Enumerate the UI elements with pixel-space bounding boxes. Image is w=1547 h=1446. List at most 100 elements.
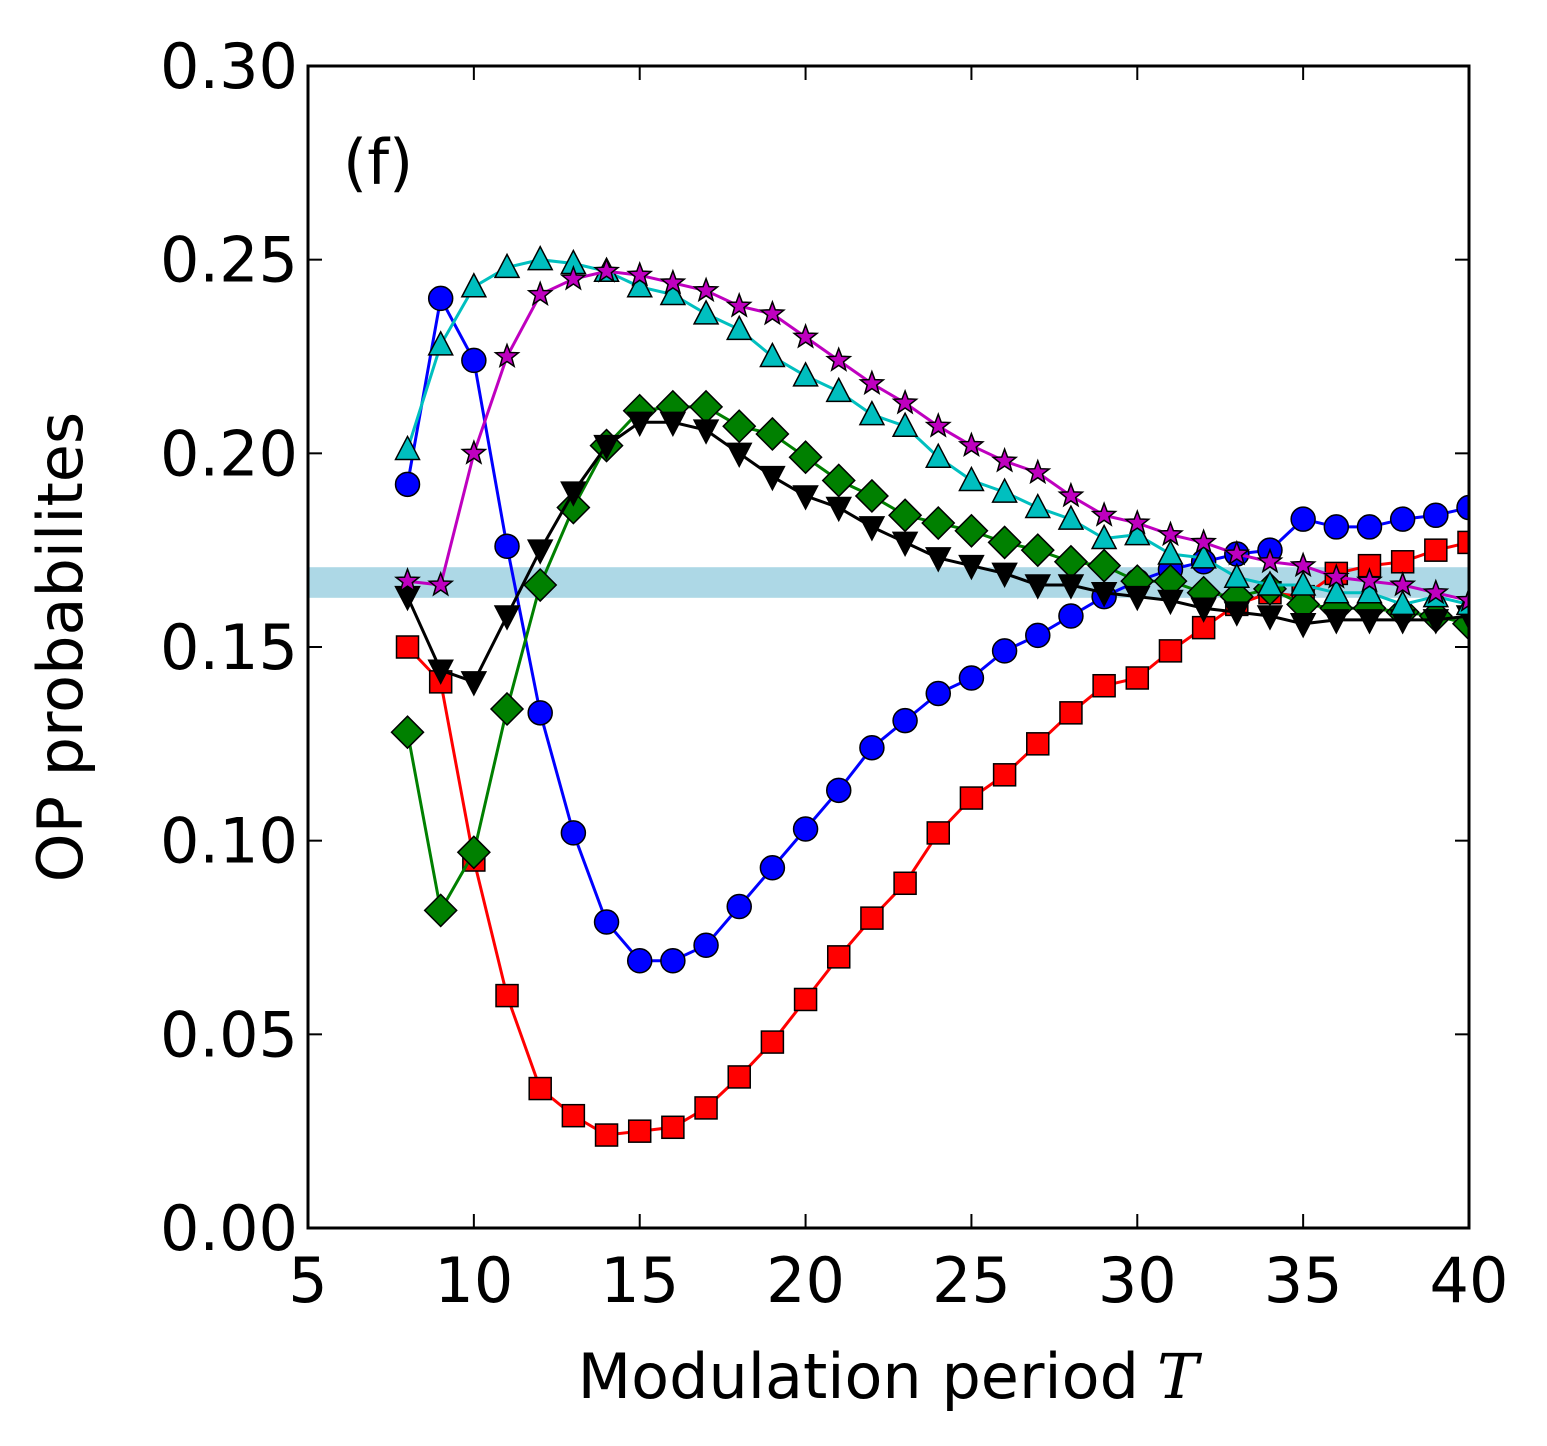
data-point-green-diamonds — [821, 463, 856, 498]
data-point-black-triangles-down — [725, 442, 753, 468]
data-point-blue-circles — [394, 471, 421, 498]
data-point-blue-circles — [626, 947, 653, 974]
data-point-blue-circles — [1423, 502, 1449, 529]
data-point-cyan-triangles-up — [692, 299, 720, 325]
data-point-black-triangles-down — [858, 516, 886, 542]
data-point-cyan-triangles-up — [1024, 492, 1052, 519]
data-point-blue-circles — [593, 909, 620, 935]
data-point-cyan-triangles-up — [626, 272, 653, 298]
data-point-red-squares — [727, 1065, 751, 1089]
data-point-magenta-stars — [692, 276, 720, 303]
data-point-cyan-triangles-up — [1190, 543, 1217, 569]
data-point-red-squares — [661, 1115, 685, 1140]
data-point-green-diamonds — [921, 505, 956, 541]
data-point-cyan-triangles-up — [1157, 539, 1184, 565]
data-point-blue-circles — [560, 820, 587, 846]
data-point-cyan-triangles-up — [493, 252, 521, 279]
data-point-blue-circles — [1058, 603, 1084, 629]
data-point-magenta-stars — [427, 570, 455, 597]
data-point-blue-circles — [1323, 514, 1350, 540]
data-point-cyan-triangles-up — [1323, 578, 1350, 604]
data-point-magenta-stars — [394, 567, 421, 593]
data-point-red-squares — [893, 871, 917, 896]
data-point-magenta-stars — [1389, 570, 1417, 597]
x-tick-label: 5 — [288, 1244, 327, 1317]
data-point-red-squares — [395, 635, 420, 659]
y-tick-label: 0.15 — [160, 611, 298, 684]
data-point-green-diamonds — [987, 525, 1022, 560]
data-point-black-triangles-down — [991, 562, 1018, 589]
data-point-green-diamonds — [854, 478, 889, 514]
data-point-magenta-stars — [1422, 578, 1450, 605]
data-point-black-triangles-down — [560, 481, 587, 507]
y-tick-label: 0.30 — [160, 30, 298, 103]
data-point-magenta-stars — [1090, 501, 1118, 527]
data-point-red-squares — [561, 1103, 586, 1128]
data-point-red-squares — [495, 983, 519, 1008]
data-point-cyan-triangles-up — [1256, 570, 1284, 596]
data-point-blue-circles — [859, 734, 885, 761]
data-point-black-triangles-down — [394, 585, 421, 612]
x-tick-label: 40 — [1430, 1244, 1509, 1317]
data-point-cyan-triangles-up — [958, 465, 985, 492]
data-point-cyan-triangles-up — [1356, 578, 1383, 604]
data-point-black-triangles-down — [692, 419, 720, 445]
x-axis-label-symbol: T — [1157, 1340, 1203, 1413]
data-point-cyan-triangles-up — [394, 434, 421, 461]
series-layer — [390, 245, 1469, 1147]
data-point-green-diamonds — [788, 440, 823, 475]
data-point-magenta-stars — [1156, 520, 1184, 547]
data-point-blue-circles — [427, 285, 454, 312]
data-point-blue-circles — [726, 893, 752, 920]
y-tick-label: 0.20 — [160, 417, 298, 490]
data-point-magenta-stars — [792, 322, 820, 349]
data-point-red-squares — [1125, 666, 1150, 690]
data-point-magenta-stars — [1322, 563, 1350, 589]
data-point-red-squares — [1092, 673, 1116, 698]
data-point-magenta-stars — [858, 369, 886, 396]
data-point-magenta-stars — [1455, 586, 1469, 612]
data-point-black-triangles-down — [1157, 589, 1184, 616]
data-point-cyan-triangles-up — [659, 279, 687, 306]
data-point-black-triangles-down — [759, 465, 786, 492]
data-point-magenta-stars — [626, 261, 654, 287]
data-point-cyan-triangles-up — [759, 341, 786, 368]
data-point-magenta-stars — [593, 257, 621, 283]
data-point-blue-circles — [892, 707, 918, 734]
data-point-red-squares — [760, 1030, 785, 1054]
x-tick-label: 25 — [932, 1244, 1011, 1317]
data-point-blue-circles — [925, 680, 952, 707]
data-point-red-squares — [1158, 639, 1183, 663]
data-point-cyan-triangles-up — [1389, 589, 1416, 616]
data-point-magenta-stars — [1289, 551, 1317, 578]
data-point-blue-circles — [660, 947, 686, 974]
data-point-black-triangles-down — [925, 547, 952, 573]
series-green-diamonds — [390, 389, 1469, 928]
data-point-green-diamonds — [390, 715, 425, 750]
data-point-magenta-stars — [891, 388, 919, 415]
y-axis-label: OP probabilites — [24, 412, 97, 882]
y-tick-label: 0.25 — [160, 224, 298, 297]
x-axis-label-text: Modulation period — [578, 1340, 1139, 1413]
data-point-black-triangles-down — [626, 411, 653, 437]
data-point-magenta-stars — [559, 264, 587, 291]
series-magenta-stars — [394, 257, 1469, 612]
y-tick-label: 0.10 — [160, 805, 298, 878]
data-point-black-triangles-down — [1190, 597, 1217, 623]
data-point-magenta-stars — [924, 412, 952, 438]
data-point-black-triangles-down — [1124, 585, 1151, 612]
axis-ticks: 5 10 15 20 25 30 35 40 0.00 0.05 0.10 0.15 0.20 0.25 0… — [160, 30, 1509, 1317]
data-point-cyan-triangles-up — [427, 330, 454, 356]
data-point-black-triangles-down — [659, 411, 687, 437]
data-point-red-squares — [793, 987, 818, 1012]
data-point-black-triangles-down — [1057, 574, 1085, 600]
data-point-green-diamonds — [688, 389, 724, 424]
data-point-magenta-stars — [758, 299, 786, 326]
data-point-cyan-triangles-up — [891, 411, 919, 437]
data-point-green-diamonds — [888, 498, 923, 533]
data-point-green-diamonds — [755, 416, 790, 452]
data-point-black-triangles-down — [526, 539, 554, 565]
data-point-green-diamonds — [722, 409, 757, 444]
data-point-red-squares — [992, 763, 1017, 787]
data-point-red-squares — [528, 1076, 552, 1101]
